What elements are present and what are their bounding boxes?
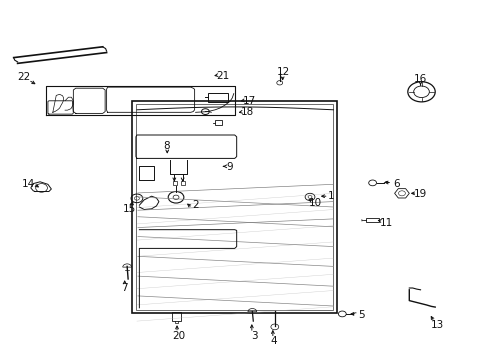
Text: 2: 2 <box>192 200 199 210</box>
Bar <box>215 120 222 125</box>
Text: 10: 10 <box>308 198 321 208</box>
Text: 9: 9 <box>226 162 233 172</box>
Text: 1: 1 <box>327 191 334 201</box>
Text: 6: 6 <box>392 179 399 189</box>
Text: 17: 17 <box>242 96 256 106</box>
Bar <box>365 218 379 222</box>
Text: 8: 8 <box>163 141 169 151</box>
Bar <box>172 312 181 321</box>
Text: 11: 11 <box>379 218 392 228</box>
Bar <box>136 104 333 310</box>
Bar <box>181 181 184 185</box>
Text: 18: 18 <box>240 107 253 117</box>
Text: 12: 12 <box>276 67 290 77</box>
Text: 21: 21 <box>215 71 229 81</box>
Text: 7: 7 <box>121 283 128 293</box>
Text: 19: 19 <box>413 189 427 199</box>
Text: 13: 13 <box>430 320 444 330</box>
Text: 15: 15 <box>122 204 136 214</box>
Bar <box>132 101 337 313</box>
Text: 5: 5 <box>358 310 365 320</box>
Text: 4: 4 <box>270 336 277 346</box>
Bar <box>173 181 177 185</box>
Bar <box>207 93 228 102</box>
Text: 3: 3 <box>250 330 257 341</box>
Text: 14: 14 <box>21 179 35 189</box>
Text: 16: 16 <box>413 74 427 84</box>
Text: 22: 22 <box>17 72 30 82</box>
Text: 20: 20 <box>172 330 184 341</box>
